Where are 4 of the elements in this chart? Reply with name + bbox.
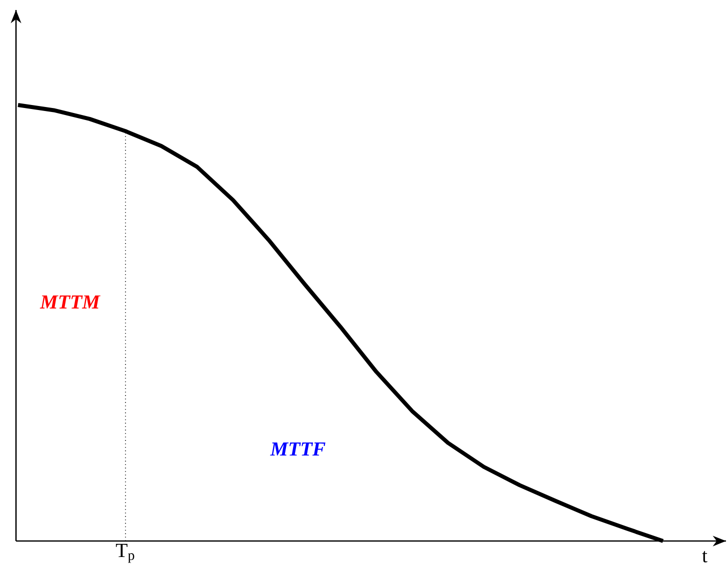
text: T$_{p}$ bbox=[116, 544, 134, 563]
annotation: MTTF bbox=[270, 442, 326, 456]
x-axis-title: t bbox=[702, 551, 708, 562]
annotation: MTTM bbox=[40, 295, 100, 309]
